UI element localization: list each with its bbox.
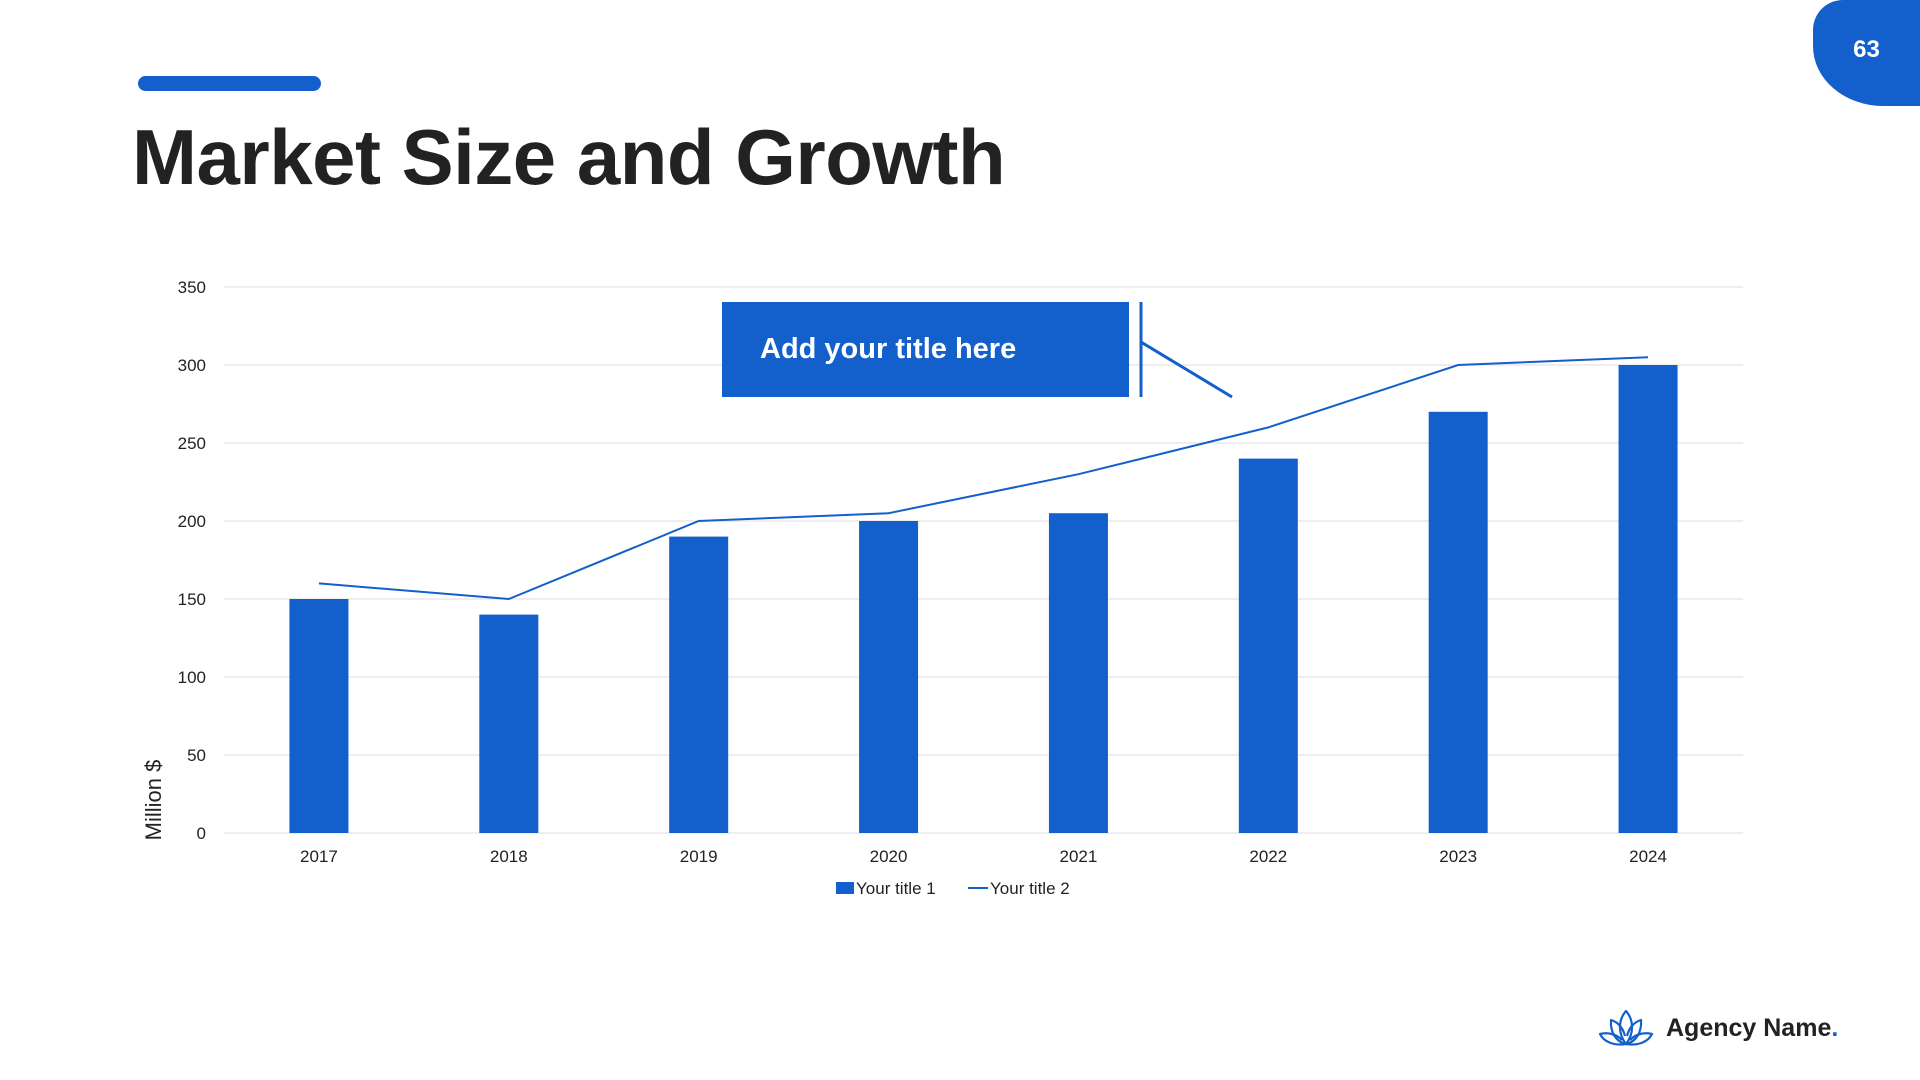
- bar-2023: [1428, 411, 1488, 833]
- x-tick-label: 2017: [300, 847, 338, 866]
- legend-label-2: Your title 2: [990, 879, 1070, 898]
- y-tick-label: 100: [178, 668, 206, 687]
- brand-name-text: Agency Name: [1666, 1013, 1832, 1042]
- x-tick-label: 2021: [1060, 847, 1098, 866]
- bar-2024: [1618, 365, 1678, 833]
- callout-title: Add your title here: [760, 333, 1017, 365]
- brand-name: Agency Name.: [1666, 1014, 1838, 1043]
- brand-logo: Agency Name.: [1598, 1008, 1838, 1048]
- bar-2022: [1238, 458, 1298, 833]
- y-axis-title: Million $: [141, 760, 166, 841]
- legend-swatch-bar: [836, 882, 854, 894]
- page-title: Market Size and Growth: [132, 113, 1006, 201]
- callout-pointer: [1140, 340, 1233, 399]
- y-tick-label: 0: [197, 824, 206, 843]
- x-tick-label: 2019: [680, 847, 718, 866]
- y-tick-label: 350: [178, 278, 206, 297]
- y-tick-label: 50: [187, 746, 206, 765]
- y-tick-label: 300: [178, 356, 206, 375]
- accent-bar: [138, 76, 321, 91]
- y-tick-label: 200: [178, 512, 206, 531]
- bar-2020: [859, 521, 919, 833]
- y-tick-label: 150: [178, 590, 206, 609]
- x-tick-label: 2023: [1439, 847, 1477, 866]
- legend-label-1: Your title 1: [856, 879, 936, 898]
- x-tick-label: 2020: [870, 847, 908, 866]
- x-tick-label: 2022: [1249, 847, 1287, 866]
- x-tick-label: 2024: [1629, 847, 1667, 866]
- lotus-icon: [1598, 1009, 1654, 1046]
- x-tick-label: 2018: [490, 847, 528, 866]
- series-line: [318, 356, 1649, 601]
- bar-2017: [289, 599, 349, 833]
- y-tick-label: 250: [178, 434, 206, 453]
- bar-2021: [1048, 513, 1108, 833]
- chart-callout-box: Add your title here: [722, 302, 1129, 397]
- bar-2018: [479, 614, 539, 833]
- bar-2019: [669, 536, 729, 833]
- page-number: 63: [1853, 36, 1880, 63]
- brand-dot: .: [1831, 1013, 1839, 1042]
